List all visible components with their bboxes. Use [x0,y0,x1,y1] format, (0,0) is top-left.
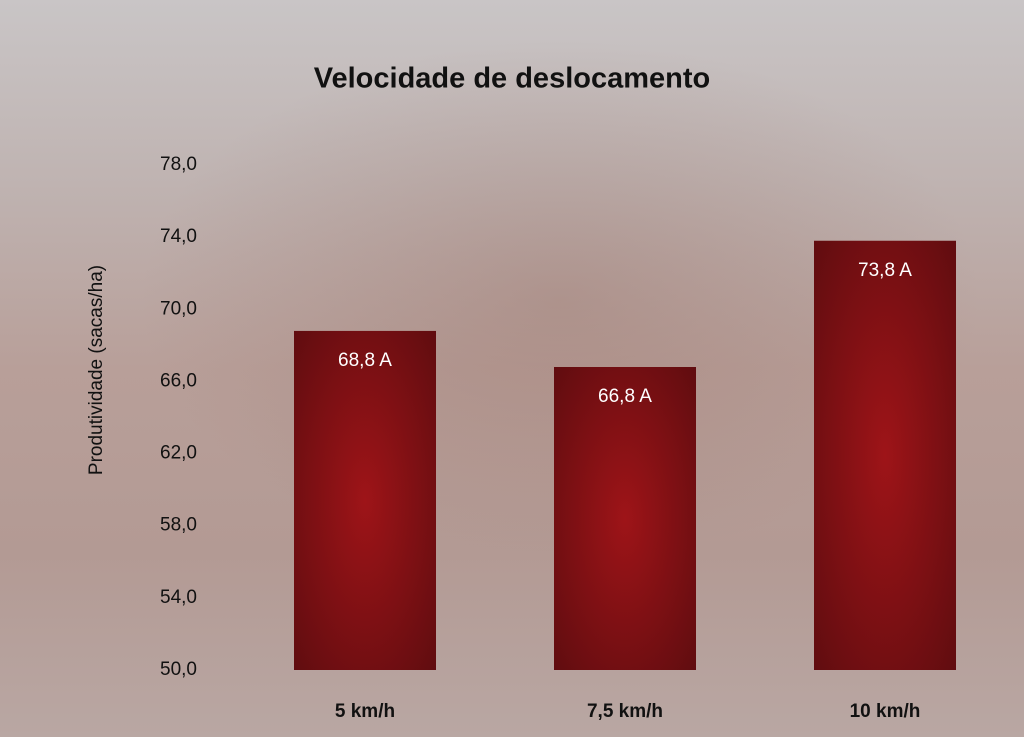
y-tick-label: 78,0 [160,154,197,175]
value-label: 68,8 A [338,350,392,371]
x-tick-label: 5 km/h [335,701,395,722]
y-tick-label: 70,0 [160,298,197,319]
y-tick-label: 54,0 [160,587,197,608]
value-label: 73,8 A [858,260,912,281]
bar [814,240,956,670]
value-label: 66,8 A [598,386,652,407]
y-tick-label: 58,0 [160,515,197,536]
x-tick-label: 7,5 km/h [587,701,663,722]
chart-title: Velocidade de deslocamento [314,63,710,95]
y-tick-label: 50,0 [160,659,197,680]
y-axis-label: Produtividade (sacas/ha) [86,265,107,475]
bar [294,330,436,670]
y-tick-label: 74,0 [160,226,197,247]
x-tick-label: 10 km/h [850,701,921,722]
y-tick-label: 62,0 [160,443,197,464]
y-tick-label: 66,0 [160,370,197,391]
bar [554,367,696,670]
